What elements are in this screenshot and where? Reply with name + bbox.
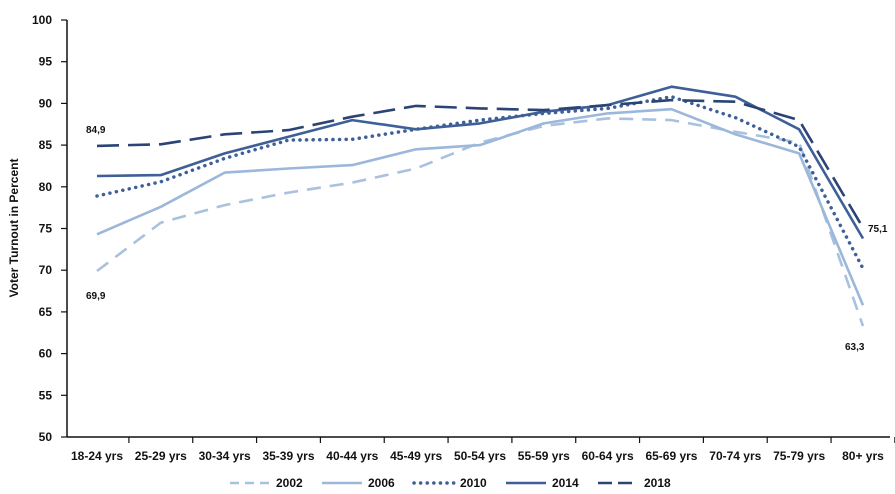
legend-label-2018: 2018 xyxy=(644,476,671,490)
y-tick-label: 75 xyxy=(39,222,53,236)
y-tick-label: 60 xyxy=(39,347,53,361)
x-tick-label: 40-44 yrs xyxy=(326,449,378,463)
series-line-2018 xyxy=(96,98,865,229)
annotation-18-24-2002: 69,9 xyxy=(86,291,106,302)
x-tick-label: 25-29 yrs xyxy=(135,449,187,463)
legend: 2002 2006 2010 2014 2018 xyxy=(230,476,671,490)
y-tick-label: 70 xyxy=(39,263,53,277)
series-line-2014 xyxy=(96,85,865,240)
y-tick-label: 85 xyxy=(39,138,53,152)
x-tick-label: 65-69 yrs xyxy=(645,449,697,463)
x-tick-label: 80+ yrs xyxy=(842,449,884,463)
x-tick-label: 18-24 yrs xyxy=(71,449,123,463)
x-tick-label: 75-79 yrs xyxy=(773,449,825,463)
x-tick-label: 55-59 yrs xyxy=(518,449,570,463)
x-tick-label: 45-49 yrs xyxy=(390,449,442,463)
series-lines xyxy=(95,85,865,327)
y-tick-label: 80 xyxy=(39,180,53,194)
series-line-2010 xyxy=(95,94,865,271)
y-tick-label: 100 xyxy=(32,13,52,27)
y-tick-label: 55 xyxy=(39,388,53,402)
annotation-18-24-2018: 84,9 xyxy=(86,125,106,136)
annotation-80plus-2018: 75,1 xyxy=(868,224,888,235)
series-line-2002 xyxy=(96,117,865,327)
legend-label-2010: 2010 xyxy=(460,476,487,490)
y-tick-label: 50 xyxy=(39,430,53,444)
y-tick-label: 90 xyxy=(39,96,53,110)
y-axis-title: Voter Turnout in Percent xyxy=(7,159,21,298)
legend-label-2002: 2002 xyxy=(276,476,303,490)
x-tick-label: 70-74 yrs xyxy=(709,449,761,463)
x-tick-label: 50-54 yrs xyxy=(454,449,506,463)
series-line-2006 xyxy=(96,107,865,306)
annotation-80plus-2002: 63,3 xyxy=(845,342,865,353)
x-axis-ticks: 18-24 yrs 25-29 yrs 30-34 yrs 35-39 yrs 40-4… xyxy=(71,437,895,463)
y-axis-ticks: 50 55 60 65 70 75 80 85 90 95 100 xyxy=(32,13,67,444)
legend-label-2006: 2006 xyxy=(368,476,395,490)
legend-label-2014: 2014 xyxy=(552,476,579,490)
x-tick-label: 30-34 yrs xyxy=(199,449,251,463)
y-tick-label: 95 xyxy=(39,55,53,69)
x-tick-label: 35-39 yrs xyxy=(262,449,314,463)
x-tick-label: 60-64 yrs xyxy=(582,449,634,463)
y-tick-label: 65 xyxy=(39,305,53,319)
